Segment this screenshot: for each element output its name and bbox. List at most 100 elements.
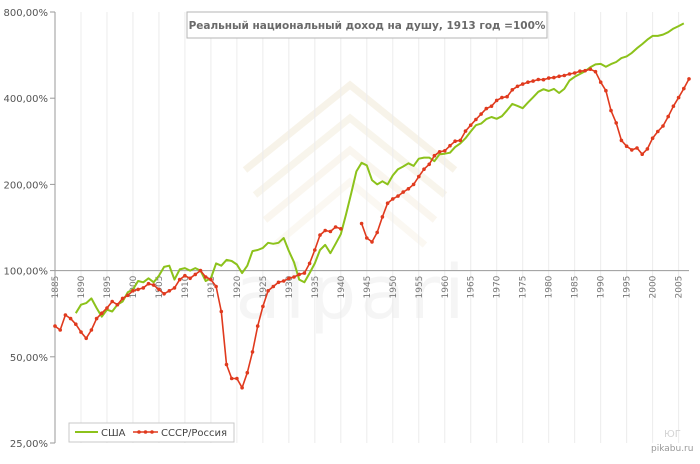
point-ussr-1935: [313, 248, 317, 252]
point-ussr-1953: [406, 187, 411, 191]
legend-label-usa: США: [101, 428, 126, 439]
x-tick-label-1915: 1915: [207, 276, 217, 299]
point-ussr-1944: [359, 221, 364, 226]
watermark-brand: alpari: [235, 250, 468, 336]
point-ussr-1900: [131, 289, 135, 293]
y-tick-label-200: 200,00%: [4, 180, 49, 191]
x-tick-label-1995: 1995: [623, 276, 633, 299]
point-ussr-1988: [588, 67, 593, 71]
point-ussr-1955: [417, 174, 421, 179]
point-ussr-1949: [385, 201, 390, 205]
point-ussr-1992: [609, 108, 613, 113]
legend-marker-ussr-c: [150, 430, 154, 434]
point-ussr-1923: [250, 350, 255, 354]
point-ussr-1917: [219, 309, 224, 314]
point-ussr-1960: [443, 149, 447, 153]
point-ussr-1911: [188, 276, 192, 281]
y-tick-label-25: 25,00%: [10, 439, 48, 450]
point-ussr-1948: [380, 215, 385, 219]
point-ussr-2001: [656, 129, 660, 134]
point-ussr-1979: [541, 77, 546, 82]
x-tick-label-1970: 1970: [493, 275, 503, 298]
point-ussr-1927: [271, 284, 276, 289]
point-ussr-1975: [520, 82, 525, 86]
point-ussr-1969: [489, 104, 494, 108]
x-tick-label-1955: 1955: [415, 276, 425, 299]
point-ussr-1931: [292, 275, 296, 279]
x-tick-label-1930: 1930: [285, 275, 295, 298]
x-tick-label-1905: 1905: [155, 276, 165, 299]
point-ussr-1966: [474, 117, 478, 122]
point-ussr-1906: [162, 292, 166, 296]
point-ussr-1898: [120, 296, 125, 301]
point-ussr-1908: [172, 286, 177, 290]
point-ussr-1964: [463, 129, 468, 133]
point-ussr-1999: [645, 147, 650, 151]
watermark-chevron-1: [242, 80, 458, 173]
point-ussr-2000: [650, 136, 655, 140]
point-ussr-1940: [339, 227, 343, 231]
y-tick-label-100: 100,00%: [4, 267, 49, 278]
point-ussr-1939: [333, 225, 338, 229]
point-ussr-1971: [500, 95, 504, 100]
axes-layer: 1885 1890 1895 1900 1905 1910 1915 1920 1925 1930…: [4, 8, 689, 450]
point-ussr-1996: [630, 148, 634, 152]
watermark-chevron-4: [272, 177, 428, 248]
grid-layer: [54, 12, 680, 443]
point-ussr-2003: [666, 114, 670, 119]
point-ussr-1929: [281, 279, 286, 283]
x-tick-label-1890: 1890: [77, 275, 87, 298]
y-tick-label-800: 800,00%: [4, 8, 49, 19]
point-ussr-1962: [453, 139, 457, 143]
legend-label-ussr: СССР/Россия: [161, 428, 227, 439]
x-tick-label-1950: 1950: [389, 275, 399, 298]
point-ussr-1963: [458, 138, 463, 143]
point-ussr-1937: [323, 228, 328, 233]
point-ussr-1945: [365, 236, 369, 240]
series-line-ussr-1: [360, 68, 690, 243]
point-ussr-1977: [531, 79, 535, 83]
point-ussr-1885: [53, 324, 57, 328]
point-ussr-1984: [567, 72, 572, 76]
point-ussr-1887: [63, 313, 68, 317]
point-ussr-1961: [448, 143, 452, 148]
point-ussr-1922: [245, 370, 250, 375]
point-ussr-1959: [437, 150, 442, 154]
point-ussr-1909: [177, 277, 182, 282]
point-ussr-1907: [167, 289, 172, 293]
point-ussr-1928: [276, 280, 281, 285]
title-frame: [186, 11, 548, 39]
x-tick-label-2000: 2000: [649, 275, 659, 298]
point-ussr-1924: [255, 324, 260, 328]
point-ussr-2002: [661, 124, 665, 128]
point-ussr-1982: [557, 74, 561, 79]
series-layer: [53, 22, 691, 390]
legend-marker-ussr-b: [143, 430, 148, 434]
x-tick-label-1975: 1975: [519, 276, 529, 299]
point-ussr-1946: [370, 240, 374, 244]
point-ussr-1894: [100, 311, 104, 316]
point-ussr-1910: [183, 273, 187, 278]
point-ussr-1888: [68, 316, 73, 321]
point-ussr-1957: [427, 162, 432, 167]
x-tick-label-1990: 1990: [597, 275, 607, 298]
point-ussr-1994: [619, 138, 624, 143]
footer-credit: pikabu.ru: [651, 444, 693, 454]
point-ussr-1980: [546, 76, 551, 80]
y-tick-label-400: 400,00%: [4, 94, 49, 105]
x-tick-label-2005: 2005: [675, 276, 685, 299]
point-ussr-1905: [157, 287, 161, 292]
point-ussr-1997: [635, 146, 639, 150]
point-ussr-1918: [224, 362, 229, 367]
point-ussr-1990: [598, 80, 603, 84]
point-ussr-1993: [614, 121, 618, 125]
x-tick-label-1895: 1895: [103, 276, 113, 299]
watermark-logo: alpari: [235, 80, 468, 336]
point-ussr-1974: [515, 84, 520, 89]
chart-title: Реальный национальный доход на душу, 191…: [189, 20, 546, 32]
point-ussr-1938: [328, 229, 333, 234]
point-ussr-1893: [94, 316, 99, 321]
point-ussr-1998: [640, 152, 644, 156]
point-ussr-1896: [110, 299, 114, 304]
